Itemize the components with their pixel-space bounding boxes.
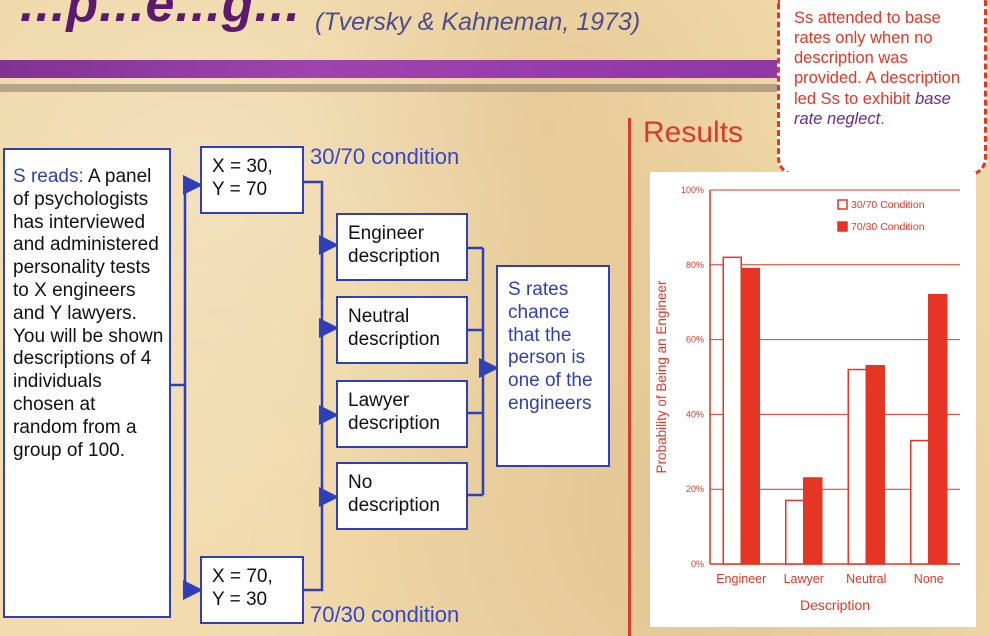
legend-label-series-2: 70/30 Condition: [851, 221, 925, 233]
y-tick-label-40: 40%: [686, 409, 704, 419]
x-tick-label-none: None: [914, 572, 944, 586]
connector-bottom-condition: [303, 495, 324, 592]
description-box-engineer: Engineer description: [336, 213, 468, 281]
condition-top-x: X = 30,: [212, 156, 273, 177]
description-engineer-line2: description: [348, 245, 440, 267]
description-neutral-line1: Neutral: [348, 306, 410, 327]
x-tick-label-neutral: Neutral: [846, 572, 886, 586]
y-tick-label-60: 60%: [686, 335, 704, 345]
bar-lawyer-series-1: [785, 499, 805, 565]
legend-label-series-1: 30/70 Condition: [851, 199, 925, 211]
callout-text: Ss attended to base rates only when no d…: [794, 9, 961, 108]
title-accent-bar: [0, 60, 790, 78]
callout-emphasis: base rate neglect: [794, 89, 951, 128]
connector-top-condition: [303, 180, 324, 300]
x-tick-label-lawyer: Lawyer: [784, 572, 824, 586]
bar-none-series-1: [910, 439, 930, 565]
description-box-neutral: Neutral description: [336, 296, 468, 364]
condition-bottom-box: X = 70, Y = 30: [200, 556, 304, 624]
legend-swatch-series-1: [837, 199, 848, 210]
x-tick-label-engineer: Engineer: [716, 572, 766, 586]
y-tick-label-100: 100%: [681, 185, 704, 195]
condition-top-y: Y = 70: [212, 178, 268, 200]
slide-title-fragment: ...p...e...g...: [20, 0, 301, 33]
condition-top-label: 30/70 condition: [310, 144, 460, 169]
description-lawyer-line2: description: [348, 412, 440, 434]
bar-engineer-series-1: [722, 256, 742, 565]
bar-none-series-2: [928, 293, 948, 565]
bar-neutral-series-2: [865, 365, 885, 565]
y-tick-label-20: 20%: [686, 484, 704, 494]
description-lawyer-line1: Lawyer: [348, 390, 410, 411]
description-none-line2: description: [348, 494, 440, 516]
description-neutral-line2: description: [348, 328, 440, 350]
results-divider: [628, 118, 631, 636]
bar-lawyer-series-2: [803, 477, 823, 565]
description-engineer-line1: Engineer: [348, 223, 425, 244]
condition-bottom-label: 70/30 condition: [310, 602, 460, 627]
description-box-lawyer: Lawyer description: [336, 380, 468, 448]
prompt-text: A panel of psychologists has interviewed…: [13, 166, 164, 461]
legend-swatch-series-2: [837, 221, 848, 232]
bar-engineer-series-2: [740, 267, 760, 565]
description-none-line1: No: [348, 472, 373, 493]
prompt-label: S reads:: [13, 166, 84, 187]
results-chart-panel: 0% 20% 40% 60% 80% 100% Engineer Lawyer Neutral N…: [650, 172, 976, 627]
bar-neutral-series-1: [847, 368, 867, 565]
condition-top-box: X = 30, Y = 70: [200, 146, 304, 214]
rating-box: S rates chance that the person is one of…: [496, 265, 610, 467]
prompt-box: S reads: A panel of psychologists has in…: [3, 148, 171, 618]
condition-bottom-y: Y = 30: [212, 588, 268, 610]
diagram-connectors: [170, 175, 499, 600]
results-heading: Results: [643, 116, 744, 149]
title-rule: [0, 84, 800, 92]
condition-bottom-x: X = 70,: [212, 566, 273, 587]
callout-end: .: [880, 109, 885, 128]
results-bar-chart: 0% 20% 40% 60% 80% 100% Engineer Lawyer Neutral N…: [654, 185, 960, 613]
results-callout: Ss attended to base rates only when no d…: [777, 0, 987, 176]
y-tick-label-80: 80%: [686, 260, 704, 270]
y-axis-title: Probability of Being an Engineer: [654, 280, 669, 473]
description-box-none: No description: [336, 462, 468, 530]
y-tick-label-0: 0%: [691, 559, 704, 569]
x-axis-title: Description: [800, 597, 870, 613]
citation: (Tversky & Kahneman, 1973): [315, 8, 641, 36]
